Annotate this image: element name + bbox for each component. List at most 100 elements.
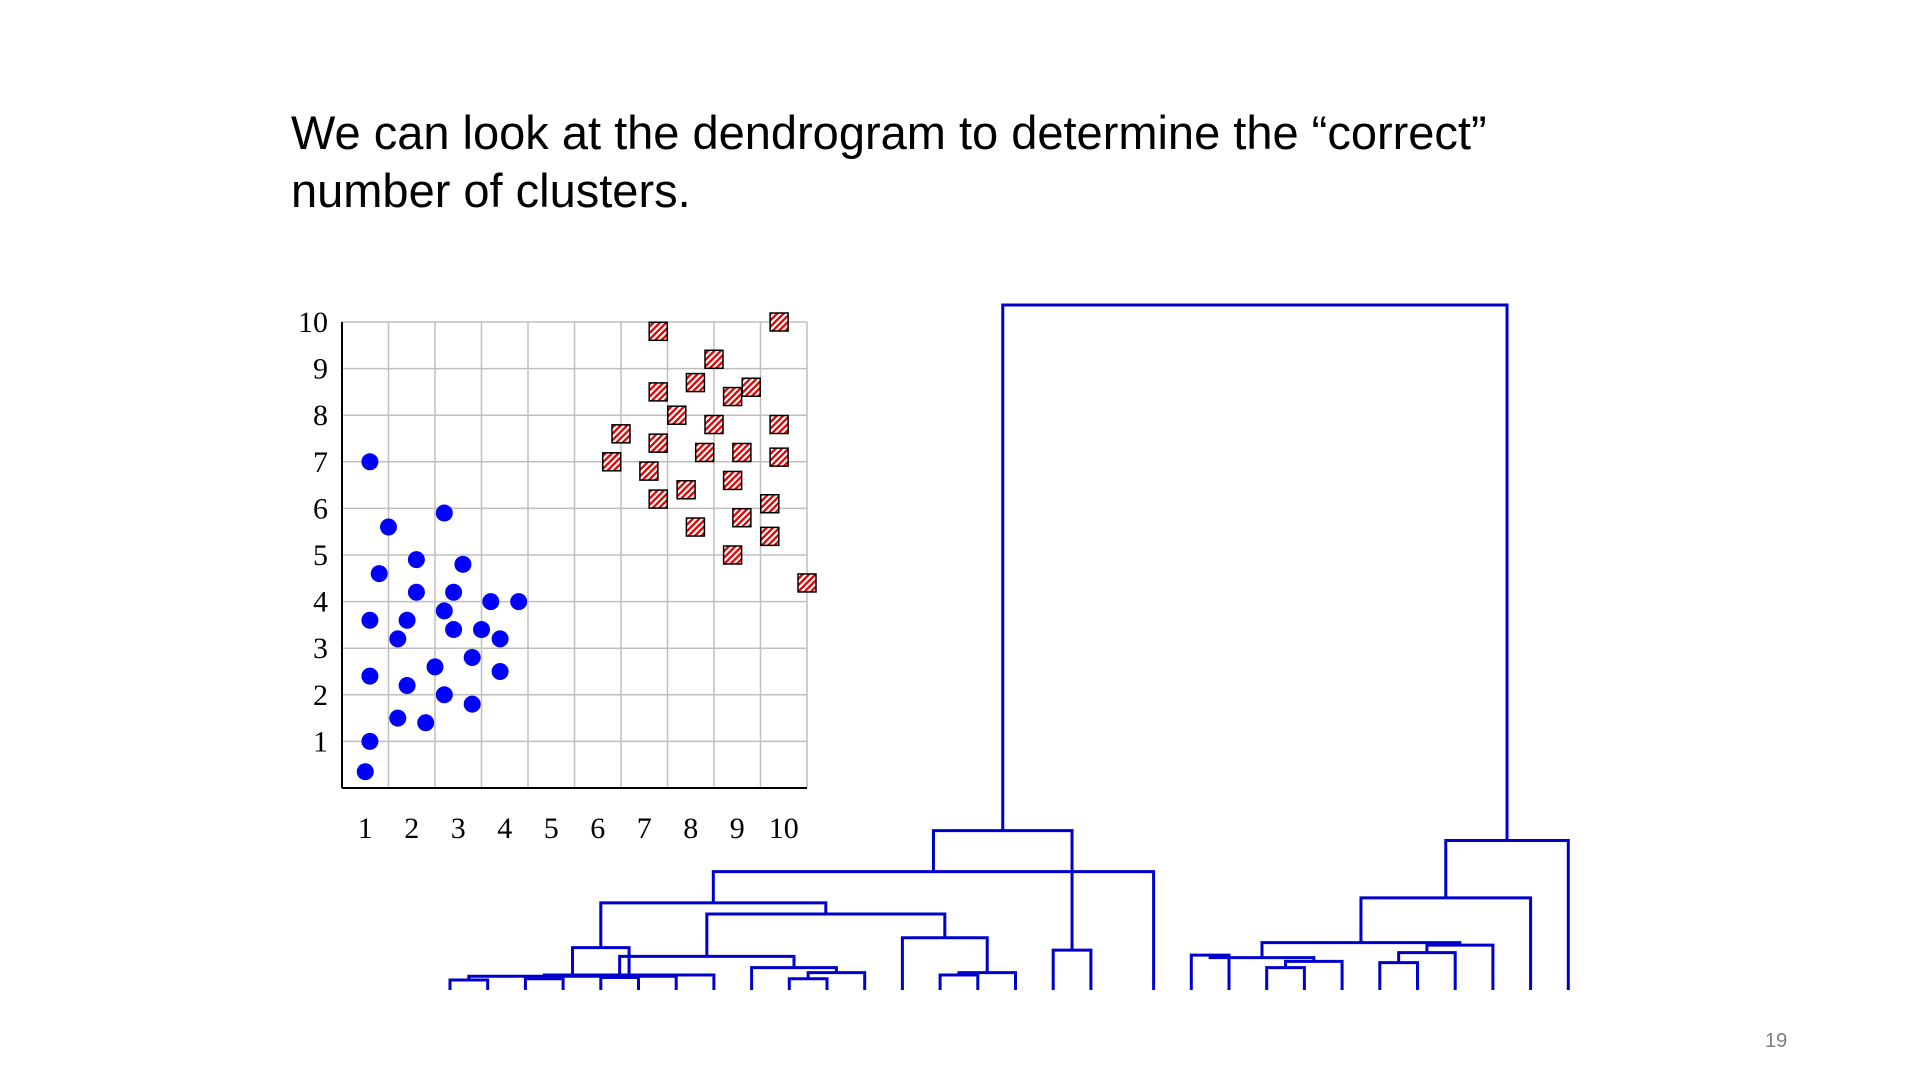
slide-title: We can look at the dendrogram to determi…	[291, 104, 1641, 220]
dendrogram-link	[571, 946, 631, 977]
scatter-point-circle	[510, 593, 528, 611]
x-tick-label: 5	[544, 812, 559, 845]
scatter-point-square	[685, 517, 706, 537]
scatter-point-square	[722, 545, 743, 565]
slide-title-line-2: number of clusters.	[291, 164, 691, 217]
dendrogram-link	[957, 971, 1017, 990]
scatter-point-square	[694, 442, 715, 463]
scatter-point-square	[704, 414, 724, 435]
scatter-point-square	[769, 312, 789, 332]
dendrogram-link	[523, 977, 565, 990]
slide-title-line-1: We can look at the dendrogram to determi…	[291, 106, 1487, 159]
scatter-point-circle	[491, 630, 509, 648]
scatter-point-circle	[398, 676, 416, 694]
scatter-point-circle	[426, 658, 444, 676]
scatter-point-circle	[435, 686, 453, 704]
scatter-point-square	[611, 424, 631, 444]
scatter-point-square	[685, 372, 706, 393]
dendrogram-link	[787, 977, 829, 990]
x-tick-label: 1	[358, 812, 373, 845]
x-tick-label: 9	[730, 812, 745, 845]
y-tick-label: 7	[313, 446, 328, 479]
scatter-point-circle	[473, 621, 490, 639]
dendrogram-link	[618, 954, 796, 978]
dendrogram-link	[931, 829, 1074, 951]
scatter-point-square	[722, 470, 743, 491]
dendrogram-link	[750, 966, 838, 990]
scatter-point-circle	[361, 453, 379, 471]
dendrogram-link	[1001, 303, 1509, 841]
scatter-point-circle	[389, 630, 407, 648]
x-tick-label: 8	[683, 812, 698, 845]
scatter-point-circle	[398, 611, 416, 629]
dendrogram-link	[599, 976, 640, 990]
dendrogram-link	[900, 936, 989, 990]
scatter-point-square	[648, 433, 668, 453]
scatter-point-circle	[454, 555, 472, 573]
scatter-point-square	[732, 507, 752, 528]
x-tick-label: 10	[769, 812, 799, 845]
dendrogram-link	[1051, 948, 1093, 990]
scatter-point-circle	[407, 583, 425, 601]
scatter-point-square	[601, 452, 622, 472]
scatter-point-square	[676, 480, 696, 500]
scatter-point-circle	[380, 518, 397, 536]
x-tick-label: 4	[497, 812, 512, 845]
y-tick-label: 8	[313, 399, 328, 432]
x-tick-label: 2	[404, 812, 419, 845]
scatter-point-circle	[356, 763, 374, 781]
y-tick-label: 3	[313, 632, 328, 665]
dendrogram-link	[542, 973, 716, 990]
dendrogram-link	[705, 912, 947, 957]
scatter-point-square	[704, 349, 724, 370]
scatter-point-circle	[361, 611, 379, 629]
scatter-point-square	[797, 573, 817, 593]
scatter-point-circle	[389, 709, 407, 727]
y-tick-label: 5	[313, 539, 328, 572]
dendrogram-link	[1284, 959, 1344, 990]
scatter-point-circle	[435, 504, 453, 522]
dendrogram-link	[938, 973, 980, 990]
scatter-point-circle	[445, 621, 463, 639]
scatter-point-square	[769, 447, 789, 467]
x-tick-label: 3	[451, 812, 466, 845]
page-number: 19	[1765, 1030, 1788, 1052]
scatter-point-circle	[463, 695, 481, 713]
scatter-point-circle	[435, 602, 453, 620]
scatter-point-circle	[482, 593, 500, 611]
scatter-point-square	[648, 489, 668, 509]
y-tick-label: 10	[298, 310, 328, 339]
scatter-point-square	[741, 377, 761, 397]
scatter-point-square	[760, 493, 780, 514]
dendrogram-link	[711, 870, 1156, 990]
scatter-point-circle	[361, 732, 379, 750]
x-tick-label: 6	[590, 812, 605, 845]
scatter-point-circle	[445, 583, 463, 601]
dendrogram-link	[467, 974, 678, 990]
dendrogram-link	[448, 978, 490, 990]
y-tick-label: 2	[313, 679, 328, 712]
dendrogram-link	[1265, 966, 1306, 990]
scatter-point-circle	[370, 565, 388, 583]
y-tick-label: 4	[313, 586, 328, 619]
scatter-point-square	[667, 405, 687, 425]
y-tick-label: 6	[313, 492, 328, 525]
scatter-point-circle	[417, 714, 435, 732]
scatter-point-square	[769, 414, 789, 435]
dendrogram-link	[1425, 943, 1495, 990]
dendrogram-link	[806, 971, 867, 990]
scatter-point-square	[648, 382, 668, 402]
dendrogram-link	[1444, 839, 1570, 990]
scatter-point-circle	[491, 663, 509, 680]
scatter-point-square	[639, 461, 659, 481]
scatter-point-square	[648, 321, 668, 342]
x-tick-label: 7	[637, 812, 652, 845]
dendrogram-link	[599, 901, 828, 948]
dendrogram-link	[1260, 941, 1462, 958]
dendrogram	[448, 303, 1570, 990]
scatter-point-square	[760, 526, 780, 547]
y-tick-label: 1	[313, 725, 328, 758]
scatter-point-circle	[463, 649, 481, 667]
dendrogram-link	[1397, 951, 1457, 990]
